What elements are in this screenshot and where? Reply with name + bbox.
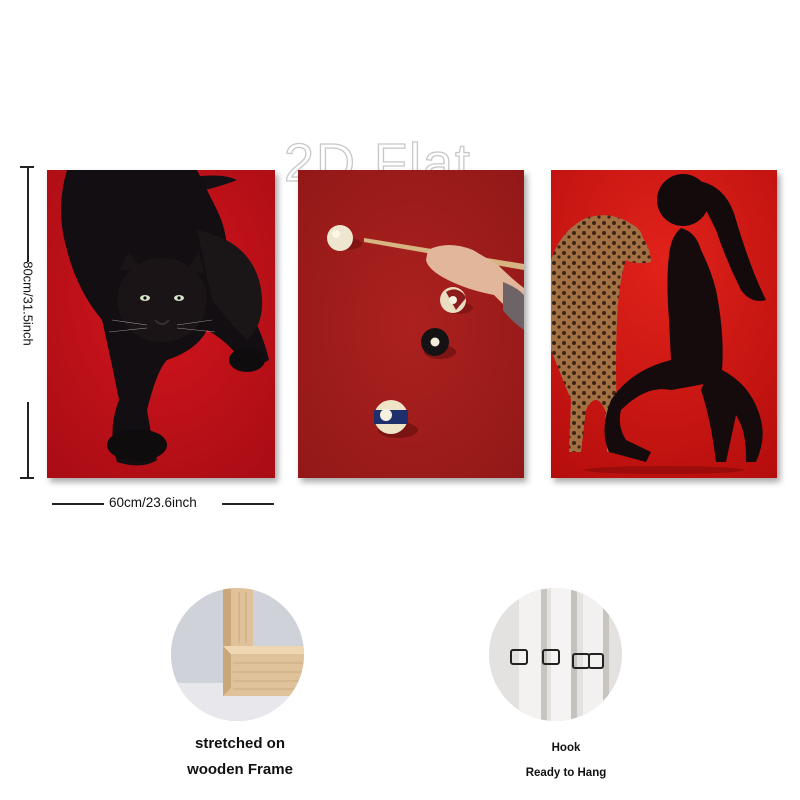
wood-frame-icon: [171, 588, 304, 721]
width-dimension: 60cm/23.6inch: [52, 493, 274, 513]
wooden-frame-caption-line1: stretched on: [194, 735, 285, 752]
wooden-frame-caption-line2: wooden Frame: [187, 761, 293, 778]
hook-caption-line1: Hook: [551, 742, 581, 754]
panel-panther: [47, 170, 275, 478]
width-label: 60cm/23.6inch: [109, 495, 197, 510]
hook-caption-line2: Ready to Hang: [525, 767, 607, 779]
panel-billiards: [298, 170, 524, 478]
hook-icon: [489, 588, 622, 721]
hook-caption: Hook Ready to Hang: [488, 736, 644, 786]
billiards-artwork: [298, 170, 524, 478]
leopard-woman-artwork: [551, 170, 777, 478]
height-label: 80cm/31.5inch: [20, 261, 36, 346]
panther-artwork: [47, 170, 275, 478]
wooden-frame-photo: [171, 588, 304, 721]
wooden-frame-caption: stretched on wooden Frame: [160, 731, 320, 783]
height-dimension: 80cm/31.5inch: [18, 166, 38, 479]
hook-photo: [489, 588, 622, 721]
panel-leopard-woman: [551, 170, 777, 478]
